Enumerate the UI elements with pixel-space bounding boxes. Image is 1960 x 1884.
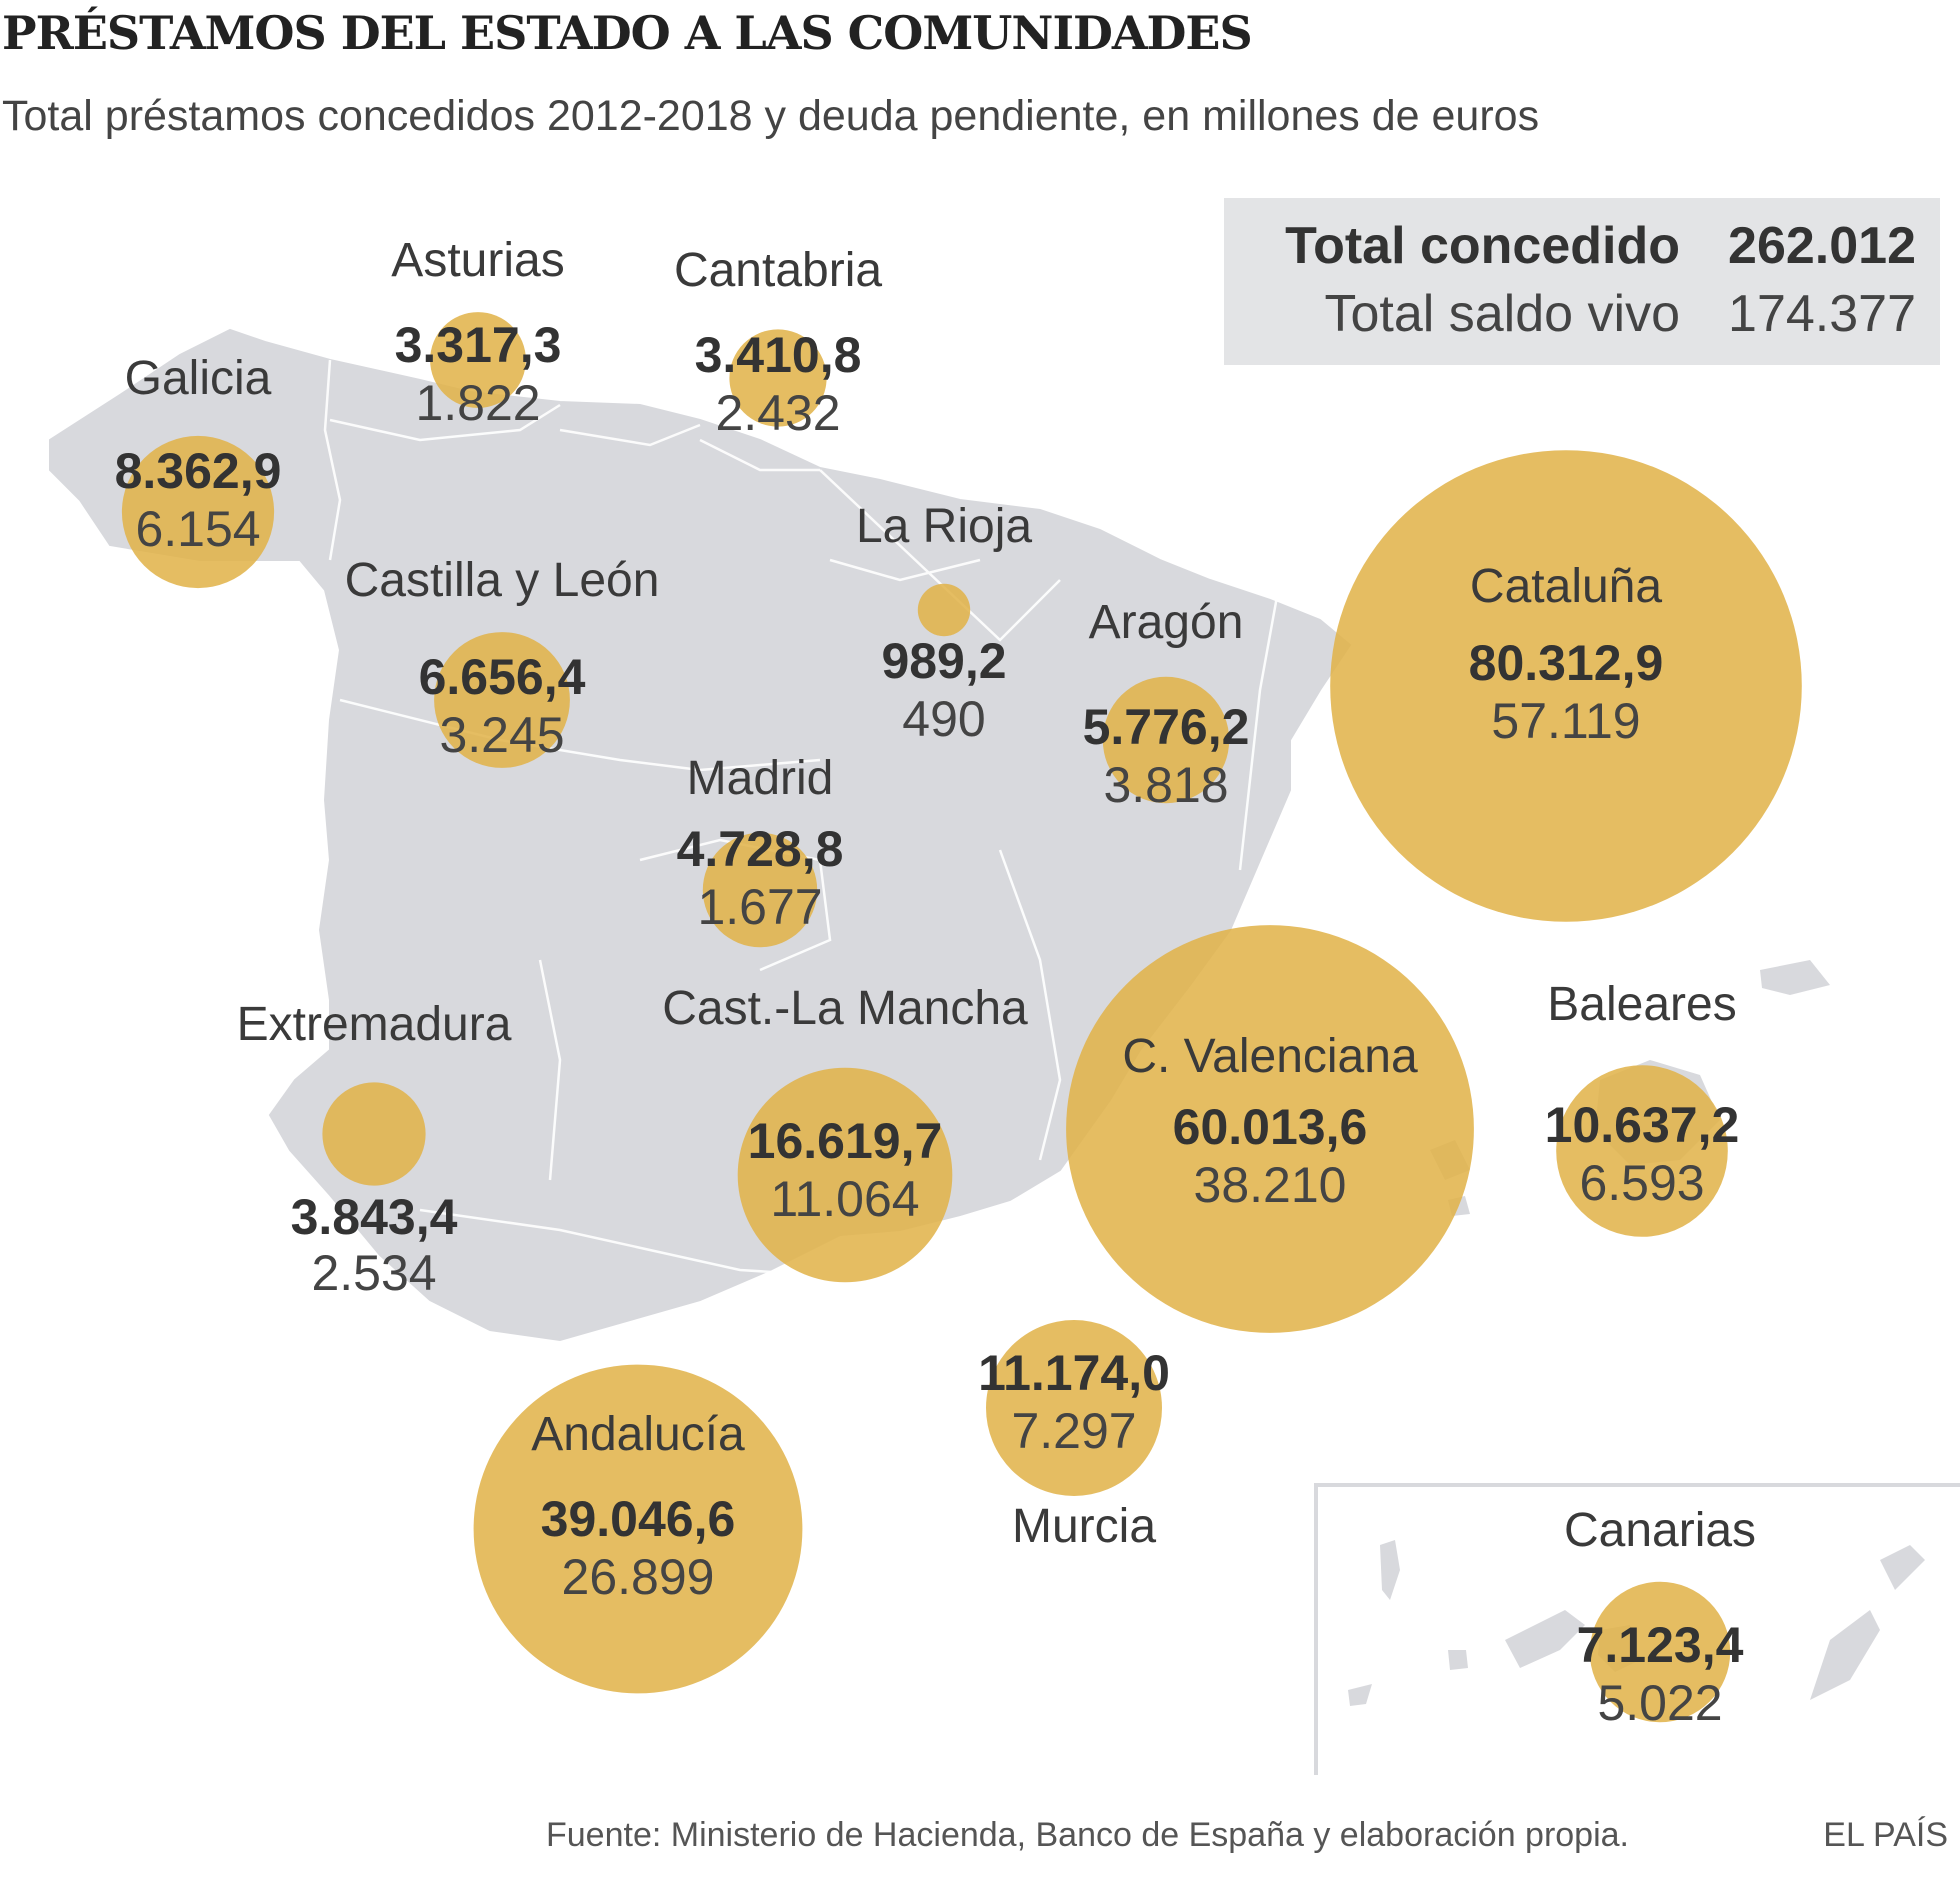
la-gomera-shape (1448, 1650, 1468, 1670)
outstanding-value-canarias: 5.022 (1597, 1675, 1722, 1731)
lanzarote-shape (1880, 1545, 1925, 1590)
bubble-castilla-y-leon (434, 632, 570, 768)
granted-value-canarias: 7.123,4 (1577, 1617, 1744, 1673)
granted-value-cataluna: 80.312,9 (1469, 635, 1664, 691)
inset-frame (1314, 1483, 1960, 1775)
region-name-asturias: Asturias (391, 234, 564, 287)
outstanding-value-cantabria: 2.432 (715, 385, 840, 441)
total-outstanding-value: 174.377 (1728, 285, 1916, 343)
region-name-cantabria: Cantabria (674, 244, 882, 297)
label-layer: Galicia 8.362,96.154 Asturias 3.317,31.822 C… (115, 234, 1756, 1731)
el-hierro-shape (1348, 1684, 1372, 1706)
region-name-aragon: Aragón (1089, 596, 1244, 649)
region-name-galicia: Galicia (125, 352, 272, 405)
bubble-madrid (702, 832, 818, 948)
bubble-galicia (121, 435, 275, 589)
total-granted-label: Total concedido (1285, 217, 1680, 275)
granted-value-madrid: 4.728,8 (677, 821, 844, 877)
bubble-canarias (1589, 1581, 1731, 1723)
fuerteventura-shape (1810, 1610, 1880, 1700)
border-aragon-cat (1238, 579, 1282, 871)
granted-value-cantabria: 3.410,8 (695, 327, 862, 383)
outstanding-value-c-valenciana: 38.210 (1194, 1157, 1347, 1213)
bubble-extremadura (322, 1082, 426, 1186)
bubble-c-valenciana (1066, 925, 1474, 1333)
bubble-cantabria (729, 329, 827, 427)
bubble-aragon (1102, 676, 1230, 804)
granted-value-la-rioja: 989,2 (881, 633, 1006, 689)
granted-value-andalucia: 39.046,6 (541, 1491, 736, 1547)
outstanding-value-castilla-y-leon: 3.245 (439, 707, 564, 763)
outstanding-value-aragon: 3.818 (1103, 757, 1228, 813)
outstanding-value-cataluna: 57.119 (1491, 693, 1640, 749)
border-rioja (829, 558, 981, 582)
granted-value-aragon: 5.776,2 (1083, 699, 1250, 755)
granted-value-asturias: 3.317,3 (395, 317, 562, 373)
bubble-cast-la-mancha (737, 1067, 953, 1283)
granted-value-murcia: 11.174,0 (978, 1345, 1170, 1401)
total-granted-row: Total concedido 262.012 (1285, 216, 1916, 276)
granted-value-baleares: 10.637,2 (1545, 1097, 1740, 1153)
granted-value-extremadura: 3.843,4 (291, 1189, 458, 1245)
region-name-madrid: Madrid (687, 752, 834, 805)
chart-subtitle: Total préstamos concedidos 2012-2018 y d… (2, 92, 1540, 140)
bubble-baleares (1556, 1065, 1728, 1237)
granted-value-c-valenciana: 60.013,6 (1173, 1099, 1368, 1155)
outstanding-value-murcia: 7.297 (1011, 1403, 1136, 1459)
total-outstanding-label: Total saldo vivo (1324, 285, 1680, 343)
outstanding-value-asturias: 1.822 (415, 375, 540, 431)
source-note: Fuente: Ministerio de Hacienda, Banco de… (546, 1816, 1630, 1854)
chart-title: PRÉSTAMOS DEL ESTADO A LAS COMUNIDADES (2, 6, 1253, 60)
border-madrid (639, 838, 832, 972)
bubble-layer (121, 312, 1802, 1723)
bubble-asturias (430, 312, 526, 408)
bubble-la-rioja (917, 583, 971, 637)
region-name-baleares: Baleares (1547, 978, 1736, 1031)
border-asturias (329, 403, 561, 442)
region-name-cataluna: Cataluña (1470, 560, 1662, 613)
region-name-c-valenciana: C. Valenciana (1122, 1030, 1418, 1083)
outstanding-value-extremadura: 2.534 (311, 1245, 436, 1301)
region-name-extremadura: Extremadura (237, 998, 512, 1051)
granted-value-galicia: 8.362,9 (115, 443, 282, 499)
border-navarra (819, 469, 1061, 642)
outstanding-value-cast-la-mancha: 11.064 (770, 1171, 919, 1227)
region-name-andalucia: Andalucía (531, 1408, 745, 1461)
granted-value-cast-la-mancha: 16.619,7 (748, 1113, 943, 1169)
region-name-canarias: Canarias (1564, 1504, 1756, 1557)
outstanding-value-galicia: 6.154 (135, 501, 260, 557)
brand-logo: EL PAÍS (1823, 1816, 1948, 1854)
border-murcia (929, 1239, 1061, 1332)
granted-value-castilla-y-leon: 6.656,4 (419, 649, 586, 705)
region-name-la-rioja: La Rioja (856, 500, 1032, 553)
border-cantabria (559, 423, 701, 447)
border-galicia (323, 359, 342, 561)
la-palma-shape (1380, 1540, 1400, 1600)
tenerife-shape (1505, 1610, 1585, 1668)
bubble-murcia (986, 1320, 1162, 1496)
totals-box: Total concedido 262.012 Total saldo vivo… (1224, 198, 1940, 365)
region-name-cast-la-mancha: Cast.-La Mancha (662, 982, 1028, 1035)
outstanding-value-baleares: 6.593 (1579, 1155, 1704, 1211)
region-name-murcia: Murcia (1012, 1500, 1156, 1553)
outstanding-value-andalucia: 26.899 (562, 1549, 715, 1605)
bubble-cataluna (1330, 450, 1802, 922)
outstanding-value-la-rioja: 490 (902, 691, 985, 747)
total-granted-value: 262.012 (1728, 217, 1916, 275)
total-outstanding-row: Total saldo vivo 174.377 (1324, 284, 1916, 344)
outstanding-value-madrid: 1.677 (697, 879, 822, 935)
border-ext-clm (538, 959, 562, 1181)
bubble-andalucia (473, 1364, 803, 1694)
canarias-inset (1314, 1483, 1960, 1775)
region-name-castilla-y-leon: Castilla y León (345, 554, 660, 607)
border-basque (699, 438, 820, 472)
border-clm-valencia (998, 849, 1062, 1161)
menorca-shape (1760, 960, 1830, 995)
